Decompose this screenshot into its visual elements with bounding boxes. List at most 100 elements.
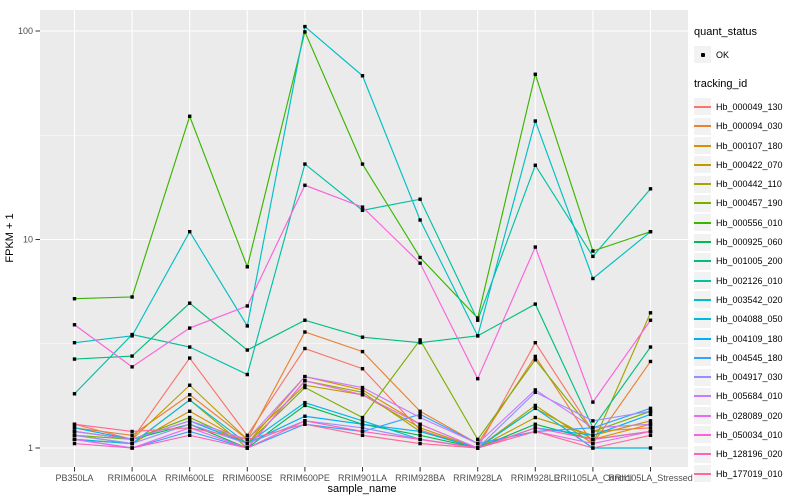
legend-line-icon (694, 241, 711, 244)
data-point (188, 114, 192, 118)
data-point (591, 441, 595, 446)
data-point (648, 422, 653, 426)
legend-item-label: Hb_050034_010 (716, 429, 783, 440)
data-point (303, 24, 307, 29)
legend-item-Hb_128196_020: Hb_128196_020 (694, 445, 800, 464)
legend-key-swatch (694, 194, 711, 212)
legend-item-Hb_004088_050: Hb_004088_050 (694, 310, 800, 329)
x-tick-label: RRIM901LA (338, 473, 387, 483)
data-point (188, 426, 192, 430)
y-tick-label: 10 (23, 235, 33, 245)
plot-panel: 1 10 100 PB350LA RRIM600LA RRIM600LE RRIM600SE… (18, 10, 693, 483)
legend-line-icon (694, 318, 711, 321)
data-point (648, 426, 653, 430)
legend-item-label: Hb_002126_010 (716, 275, 783, 286)
data-point (130, 354, 134, 358)
legend-title-quant-status: quant_status (694, 26, 757, 38)
data-point (130, 441, 134, 446)
legend-item-Hb_004917_030: Hb_004917_030 (694, 367, 800, 386)
legend-item-label: Hb_000442_110 (716, 179, 782, 190)
data-point (360, 335, 365, 339)
data-point (533, 245, 537, 249)
data-point (533, 390, 537, 394)
data-point (591, 400, 595, 404)
data-point (418, 340, 422, 345)
data-point (648, 345, 653, 349)
data-point (476, 334, 480, 338)
data-point (130, 365, 134, 369)
data-point (245, 441, 249, 446)
data-point (533, 354, 537, 359)
legend-key-swatch (694, 445, 711, 463)
data-point (245, 446, 249, 450)
data-point (130, 437, 134, 442)
data-point (648, 412, 653, 417)
legend-key-swatch (694, 233, 711, 251)
data-point (648, 409, 653, 413)
data-point (188, 409, 192, 413)
legend-item-label: Hb_028089_020 (716, 410, 783, 421)
data-point (360, 422, 365, 426)
legend-key-ok (694, 46, 711, 64)
data-point (476, 376, 480, 381)
legend-item-Hb_000422_070: Hb_000422_070 (694, 155, 800, 174)
data-point (591, 437, 595, 442)
data-point (533, 426, 537, 430)
data-point (591, 426, 595, 430)
data-point (418, 433, 422, 438)
legend-item-label: Hb_128196_020 (716, 449, 783, 460)
data-point (188, 415, 192, 420)
legend-line-icon (694, 395, 711, 398)
data-point (360, 385, 365, 390)
data-point (130, 429, 134, 434)
legend-item-Hb_050034_010: Hb_050034_010 (694, 425, 800, 444)
legend-item-Hb_000556_010: Hb_000556_010 (694, 213, 800, 232)
legend-key-swatch (694, 98, 711, 116)
data-point (648, 187, 653, 191)
legend: quant_status OK tracking_id Hb_000049_13… (694, 26, 800, 483)
data-point (130, 334, 134, 338)
data-point (418, 412, 422, 417)
legend-line-icon (694, 453, 711, 456)
legend-item-Hb_004109_180: Hb_004109_180 (694, 329, 800, 348)
data-point (72, 429, 77, 434)
legend-item-label: Hb_000457_190 (716, 198, 783, 209)
data-point (188, 422, 192, 426)
legend-item-label: Hb_000422_070 (716, 159, 783, 170)
legend-item-label: Hb_004917_030 (716, 372, 783, 383)
data-point (360, 388, 365, 392)
data-point (591, 249, 595, 253)
data-point (360, 433, 365, 438)
data-point (418, 437, 422, 442)
data-point (591, 419, 595, 423)
legend-key-swatch (694, 465, 711, 483)
legend-key-swatch (694, 214, 711, 232)
legend-item-Hb_004545_180: Hb_004545_180 (694, 348, 800, 367)
data-point (360, 162, 365, 166)
x-tick-label: RRIM928LA (453, 473, 502, 483)
legend-item-label: Hb_000925_060 (716, 237, 783, 248)
data-point (245, 348, 249, 352)
point-symbol-icon (700, 52, 705, 57)
data-point (533, 422, 537, 426)
data-point (188, 229, 192, 234)
data-point (188, 393, 192, 397)
legend-line-icon (694, 376, 711, 379)
data-point (303, 385, 307, 390)
legend-item-Hb_000925_060: Hb_000925_060 (694, 232, 800, 251)
data-point (303, 383, 307, 387)
data-point (360, 349, 365, 354)
legend-key-swatch (694, 252, 711, 270)
data-point (188, 301, 192, 305)
data-point (245, 437, 249, 442)
legend-key-swatch (694, 291, 711, 309)
data-point (648, 433, 653, 438)
data-point (360, 393, 365, 397)
data-point (245, 433, 249, 438)
data-point (648, 429, 653, 434)
data-point (303, 419, 307, 423)
x-tick-label: RRIM600PE (280, 473, 330, 483)
data-point (533, 119, 537, 123)
data-point (72, 422, 77, 426)
data-point (418, 415, 422, 420)
